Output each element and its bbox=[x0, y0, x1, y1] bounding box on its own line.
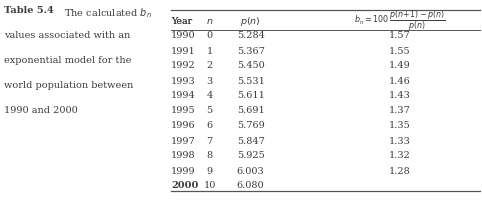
Text: 1.28: 1.28 bbox=[389, 166, 411, 176]
Text: 1990 and 2000: 1990 and 2000 bbox=[4, 106, 78, 115]
Text: 5.367: 5.367 bbox=[237, 46, 265, 55]
Text: 4: 4 bbox=[207, 92, 213, 100]
Text: 1.55: 1.55 bbox=[389, 46, 411, 55]
Text: 5.691: 5.691 bbox=[237, 106, 265, 115]
Text: 1999: 1999 bbox=[171, 166, 196, 176]
Text: 5.284: 5.284 bbox=[237, 31, 265, 40]
Text: 7: 7 bbox=[207, 136, 213, 146]
Text: 2: 2 bbox=[207, 62, 213, 71]
Text: 1.43: 1.43 bbox=[389, 92, 411, 100]
Text: 5.847: 5.847 bbox=[237, 136, 265, 146]
Text: 1.32: 1.32 bbox=[389, 152, 411, 160]
Text: 1.35: 1.35 bbox=[389, 121, 411, 130]
Text: The calculated $b_n$: The calculated $b_n$ bbox=[58, 6, 152, 20]
Text: exponential model for the: exponential model for the bbox=[4, 56, 131, 65]
Text: 1993: 1993 bbox=[171, 76, 196, 86]
Text: 1990: 1990 bbox=[171, 31, 196, 40]
Text: Year: Year bbox=[171, 17, 192, 25]
Text: 1996: 1996 bbox=[171, 121, 196, 130]
Text: 10: 10 bbox=[203, 182, 216, 190]
Text: 1.49: 1.49 bbox=[389, 62, 411, 71]
Text: 2000: 2000 bbox=[171, 182, 199, 190]
Text: 1997: 1997 bbox=[171, 136, 196, 146]
Text: 1.37: 1.37 bbox=[389, 106, 411, 115]
Text: 5.531: 5.531 bbox=[237, 76, 265, 86]
Text: 1998: 1998 bbox=[171, 152, 196, 160]
Text: 1.33: 1.33 bbox=[389, 136, 411, 146]
Text: 8: 8 bbox=[207, 152, 213, 160]
Text: Year: Year bbox=[171, 17, 192, 25]
Text: 5.450: 5.450 bbox=[237, 62, 265, 71]
Text: 1: 1 bbox=[207, 46, 213, 55]
Text: 5.611: 5.611 bbox=[237, 92, 265, 100]
Text: Table 5.4: Table 5.4 bbox=[4, 6, 54, 15]
Text: 9: 9 bbox=[207, 166, 213, 176]
Text: world population between: world population between bbox=[4, 81, 133, 90]
Text: 1.46: 1.46 bbox=[389, 76, 411, 86]
Text: 1994: 1994 bbox=[171, 92, 196, 100]
Text: 6: 6 bbox=[207, 121, 213, 130]
Text: 0: 0 bbox=[207, 31, 213, 40]
Text: 6.003: 6.003 bbox=[237, 166, 265, 176]
Text: 1995: 1995 bbox=[171, 106, 196, 115]
Text: $b_n = 100\,\dfrac{p(n{+}1)-p(n)}{p(n)}$: $b_n = 100\,\dfrac{p(n{+}1)-p(n)}{p(n)}$ bbox=[354, 9, 446, 33]
Text: $p(n)$: $p(n)$ bbox=[241, 15, 261, 27]
Text: 3: 3 bbox=[207, 76, 213, 86]
Text: $n$: $n$ bbox=[206, 17, 214, 25]
Text: 1992: 1992 bbox=[171, 62, 196, 71]
Text: 5.769: 5.769 bbox=[237, 121, 265, 130]
Text: 5: 5 bbox=[207, 106, 213, 115]
Text: values associated with an: values associated with an bbox=[4, 31, 130, 40]
Text: 5.925: 5.925 bbox=[237, 152, 265, 160]
Text: 1991: 1991 bbox=[171, 46, 196, 55]
Text: 6.080: 6.080 bbox=[237, 182, 265, 190]
Text: 1.57: 1.57 bbox=[389, 31, 411, 40]
